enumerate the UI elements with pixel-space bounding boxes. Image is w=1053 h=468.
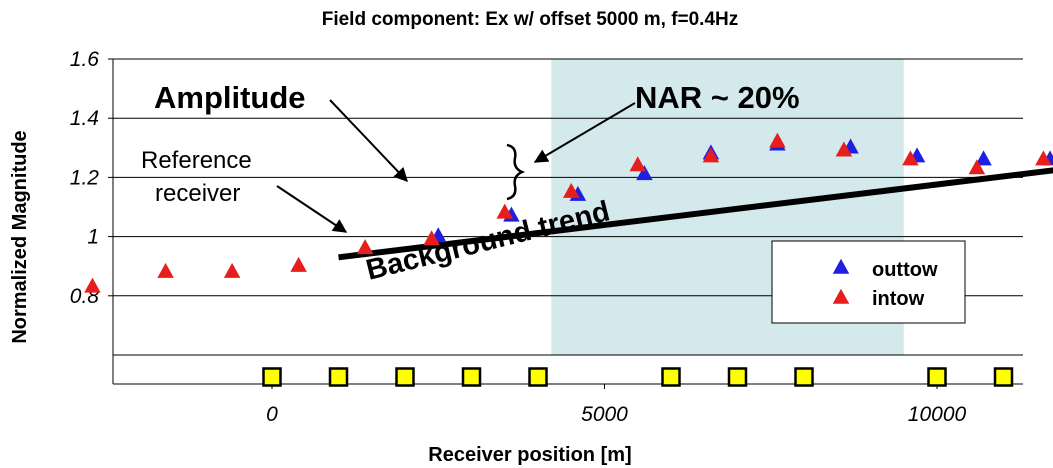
- point-intow-9: [702, 147, 720, 163]
- receiver-marker-8: [927, 367, 947, 387]
- x-tick-label-2: 5000: [581, 403, 628, 426]
- y-tick-label-1: 1: [87, 226, 99, 249]
- point-intow-13: [968, 159, 986, 175]
- point-intow-4: [356, 239, 374, 255]
- legend-marker-intow: [832, 288, 850, 304]
- nar-annotation: NAR ~ 20%: [635, 80, 800, 115]
- point-intow-11: [835, 141, 853, 157]
- receiver-marker-5: [661, 367, 681, 387]
- legend: outtow intow: [771, 240, 966, 324]
- legend-box: [771, 240, 966, 324]
- receiver-marker-2: [395, 367, 415, 387]
- legend-label-outtow: outtow: [872, 259, 938, 281]
- receiver-marker-4: [528, 367, 548, 387]
- point-intow-12: [902, 150, 919, 166]
- amplitude-arrow: [329, 99, 408, 183]
- background-trend-line: [338, 167, 1053, 261]
- chart-title: Field component: Ex w/ offset 5000 m, f=…: [322, 9, 739, 30]
- reference-arrow: [276, 185, 348, 233]
- legend-marker-outtow: [832, 258, 850, 274]
- nar-arrow: [533, 102, 636, 163]
- x-tick-label-3: 10000: [908, 403, 967, 426]
- receiver-marker-1: [328, 367, 349, 387]
- nar-brace: [506, 143, 526, 201]
- point-intow-14: [1035, 150, 1052, 166]
- reference-annotation-line1: Reference: [141, 147, 252, 174]
- y-tick-label-2: 1.2: [70, 166, 100, 189]
- receiver-marker-9: [993, 367, 1014, 387]
- point-intow-2: [223, 262, 241, 278]
- receiver-marker-3: [461, 367, 482, 387]
- point-intow-0: [84, 277, 101, 293]
- y-tick-label-4: 1.6: [70, 48, 100, 71]
- reference-annotation-line2: receiver: [155, 180, 240, 207]
- point-intow-10: [769, 132, 786, 148]
- point-outtow-8: [975, 150, 992, 166]
- receiver-marker-0: [262, 367, 282, 387]
- legend-label-intow: intow: [872, 288, 925, 310]
- x-tick-label-1: 0: [266, 403, 278, 426]
- point-intow-8: [629, 156, 646, 172]
- amplitude-annotation: Amplitude: [154, 80, 306, 115]
- point-intow-6: [496, 203, 513, 219]
- receiver-marker-7: [794, 367, 814, 387]
- point-intow-3: [290, 256, 307, 272]
- point-outtow-3: [636, 165, 653, 181]
- point-intow-1: [157, 262, 174, 278]
- receiver-marker-6: [727, 367, 748, 387]
- point-intow-7: [563, 182, 580, 198]
- point-intow-5: [423, 230, 440, 246]
- plot-area: 0.811.21.41.6-500005000100001500020000: [70, 48, 1053, 426]
- x-axis-label: Receiver position [m]: [428, 444, 631, 466]
- y-tick-label-3: 1.4: [70, 107, 99, 130]
- y-axis-label: Normalized Magnitude: [9, 130, 31, 343]
